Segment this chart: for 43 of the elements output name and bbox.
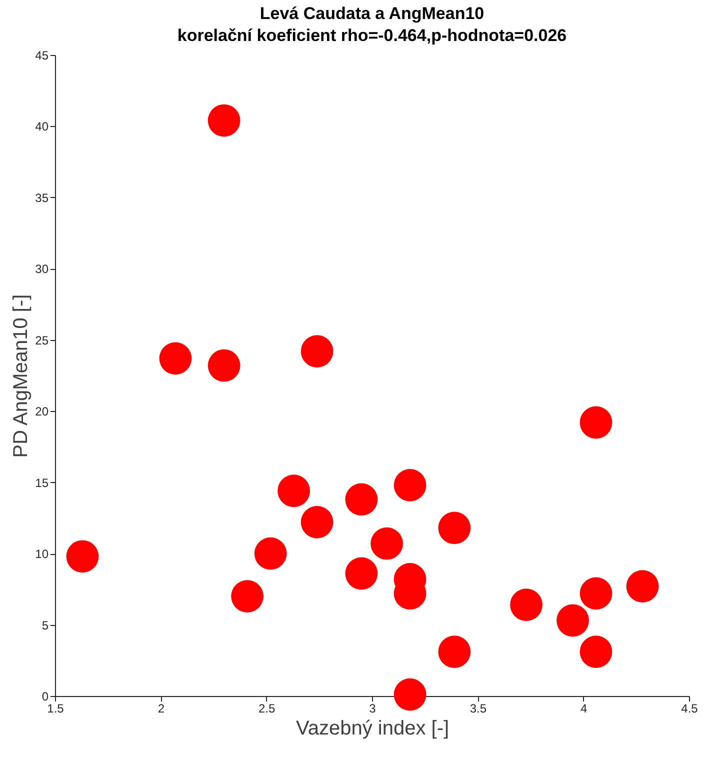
y-tick-label: 25 bbox=[35, 333, 49, 348]
point bbox=[159, 342, 192, 375]
y-tick-label: 5 bbox=[42, 618, 49, 632]
x-tick-label: 3 bbox=[369, 702, 376, 716]
point bbox=[345, 483, 378, 516]
chart-title: Levá Caudata a AngMean10 bbox=[260, 4, 484, 23]
x-tick-label: 4.5 bbox=[681, 702, 698, 716]
chart-subtitle: korelační koeficient rho=-0.464,p-hodnota=0.026 bbox=[177, 26, 567, 45]
point bbox=[438, 636, 471, 668]
x-tick-label: 2 bbox=[158, 702, 165, 716]
point bbox=[66, 540, 99, 573]
x-axis-title: Vazebný index [-] bbox=[296, 718, 450, 740]
point bbox=[370, 527, 403, 560]
point bbox=[510, 588, 542, 622]
point bbox=[580, 577, 612, 610]
point bbox=[580, 406, 612, 439]
point bbox=[300, 335, 334, 368]
point bbox=[626, 570, 659, 602]
x-tick-label: 1.5 bbox=[47, 702, 64, 716]
y-tick-label: 15 bbox=[35, 476, 49, 490]
point bbox=[394, 678, 426, 711]
y-tick-label: 40 bbox=[35, 120, 49, 134]
y-tick-label: 30 bbox=[35, 262, 49, 276]
point bbox=[208, 104, 240, 137]
point bbox=[438, 512, 471, 544]
point bbox=[208, 349, 240, 382]
y-tick-label: 0 bbox=[42, 690, 49, 704]
x-tick-label: 4 bbox=[580, 702, 588, 716]
point bbox=[278, 474, 310, 508]
point bbox=[556, 604, 589, 637]
y-tick-label: 20 bbox=[35, 404, 49, 419]
y-tick-label: 10 bbox=[35, 547, 49, 562]
point bbox=[254, 537, 287, 570]
point bbox=[300, 506, 334, 538]
point bbox=[345, 557, 378, 590]
x-tick-label: 3.5 bbox=[470, 702, 487, 716]
y-tick-label: 35 bbox=[35, 190, 49, 205]
point bbox=[394, 469, 426, 502]
x-tick-label: 2.5 bbox=[258, 702, 276, 716]
point bbox=[231, 580, 264, 612]
y-axis-title: PD AngMean10 [-] bbox=[10, 294, 32, 458]
point bbox=[580, 636, 612, 668]
y-tick-label: 45 bbox=[35, 48, 49, 62]
